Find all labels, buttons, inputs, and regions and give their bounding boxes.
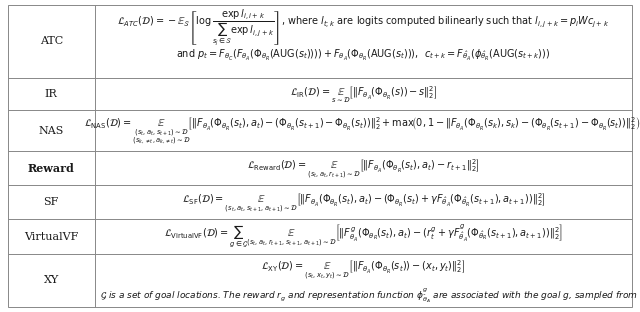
Text: SF: SF — [44, 197, 59, 207]
Text: ATC: ATC — [40, 36, 63, 46]
Text: NAS: NAS — [38, 126, 64, 136]
Text: Reward: Reward — [28, 163, 75, 174]
Text: and $p_t = F_{\theta_C}(F_{\theta_A}(\Phi_{\theta_R}(\mathrm{AUG}(s_t)))) + F_{\: and $p_t = F_{\theta_C}(F_{\theta_A}(\Ph… — [177, 48, 550, 63]
Text: $\mathcal{G}$ is a set of goal locations. The reward $r_g$ and representation fu: $\mathcal{G}$ is a set of goal locations… — [100, 286, 640, 305]
Text: IR: IR — [45, 89, 58, 99]
Text: $\mathcal{L}_{ATC}(\mathcal{D}) = -\mathbb{E}_{\mathcal{S}}\left[\log\dfrac{\exp: $\mathcal{L}_{ATC}(\mathcal{D}) = -\math… — [118, 8, 609, 48]
Text: $\mathcal{L}_{\mathrm{Reward}}(\mathcal{D}) = \underset{(s_t,a_t,r_{t+1})\sim\ma: $\mathcal{L}_{\mathrm{Reward}}(\mathcal{… — [247, 157, 480, 180]
Text: $\mathcal{L}_{\mathrm{IR}}(\mathcal{D}) = \underset{s\sim\mathcal{D}}{\mathbb{E}: $\mathcal{L}_{\mathrm{IR}}(\mathcal{D}) … — [290, 84, 437, 105]
Text: $\mathcal{L}_{\mathrm{VirtualVF}}(\mathcal{D}) = \sum_{g\in\mathcal{G}} \underse: $\mathcal{L}_{\mathrm{VirtualVF}}(\mathc… — [164, 223, 563, 250]
Text: $\mathcal{L}_{\mathrm{XY}}(\mathcal{D}) = \underset{(s_t,x_t,y_t)\sim\mathcal{D}: $\mathcal{L}_{\mathrm{XY}}(\mathcal{D}) … — [261, 258, 466, 281]
Text: VirtualVF: VirtualVF — [24, 232, 78, 241]
Text: $\mathcal{L}_{\mathrm{NAS}}(\mathcal{D}) = \underset{\substack{(s_t,a_t,s_{t+1}): $\mathcal{L}_{\mathrm{NAS}}(\mathcal{D})… — [84, 115, 640, 146]
Text: $\mathcal{L}_{\mathrm{SF}}(\mathcal{D}) = \underset{(s_t,a_t,s_{t+1},a_{t+1})\si: $\mathcal{L}_{\mathrm{SF}}(\mathcal{D}) … — [182, 191, 545, 214]
Text: XY: XY — [44, 275, 59, 285]
